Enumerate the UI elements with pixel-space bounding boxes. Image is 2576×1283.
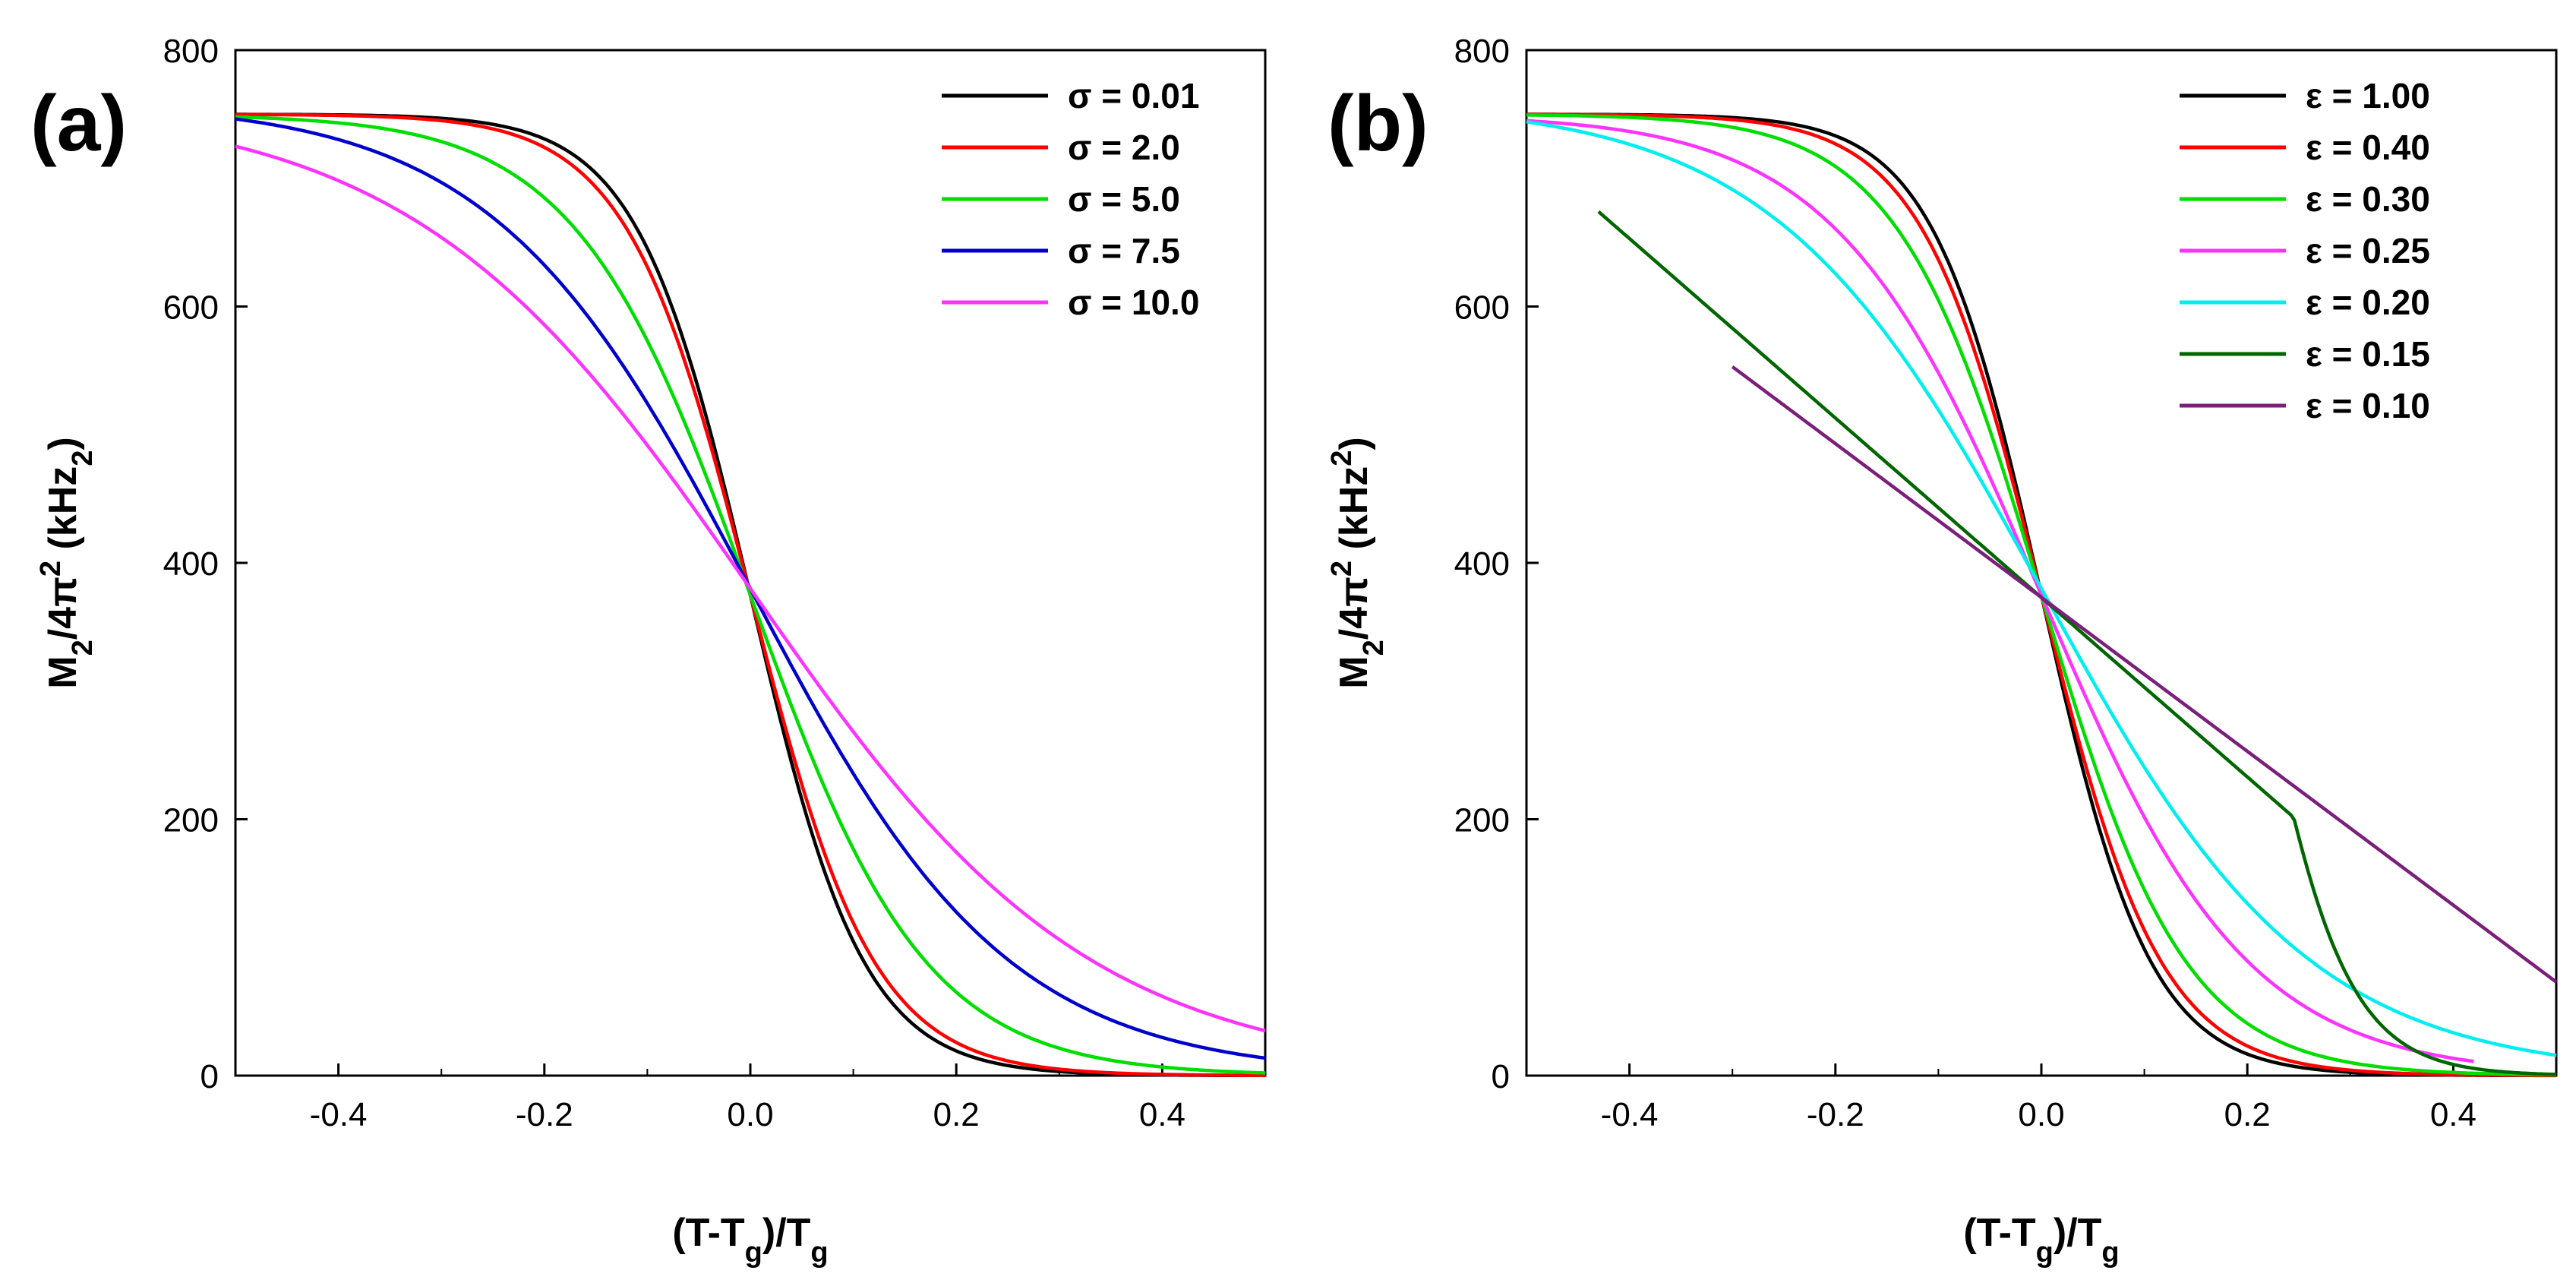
x-tick-label: -0.4	[1601, 1096, 1659, 1133]
y-axis-title-b: M2/4π2 (kHz2)	[1326, 437, 1390, 689]
x-tick-label: -0.2	[516, 1096, 573, 1133]
y-tick-label: 600	[163, 289, 219, 327]
legend-b: ε = 1.00 ε = 0.40 ε = 0.30 ε = 0.25 ε = 0.20…	[2180, 76, 2430, 425]
y-ticks-a: 0 200 400 600 800	[163, 33, 248, 1095]
x-tick-label: -0.4	[310, 1096, 368, 1133]
y-tick-label: 400	[163, 545, 219, 583]
panel-b: 0 200 400 600 800 -0.4 -0.2 0.0 0.2 0.4 ε = 1.00…	[1326, 33, 2558, 1269]
legend-label: σ = 2.0	[1068, 128, 1180, 167]
x-tick-label: 0.2	[2224, 1096, 2271, 1133]
x-tick-label: 0.2	[933, 1096, 980, 1133]
panel-label-a: (a)	[30, 80, 127, 168]
x-ticks-b: -0.4 -0.2 0.0 0.2 0.4	[1526, 1063, 2557, 1133]
x-tick-label: 0.4	[2430, 1096, 2477, 1133]
x-axis-title-b: (T-Tg)/Tg	[1963, 1211, 2119, 1269]
series-b	[1526, 112, 2558, 1078]
legend-label: ε = 0.15	[2306, 334, 2430, 374]
series-line-5	[1526, 120, 2557, 1057]
y-tick-label: 600	[1454, 289, 1510, 327]
legend-label: σ = 5.0	[1068, 179, 1180, 219]
legend-label: σ = 7.5	[1068, 231, 1180, 270]
series-line-6	[1597, 210, 2557, 1076]
series-line-5	[235, 144, 1266, 1033]
legend-label: ε = 0.40	[2306, 128, 2430, 167]
x-ticks-a: -0.4 -0.2 0.0 0.2 0.4	[235, 1063, 1266, 1133]
x-axis-title-a: (T-Tg)/Tg	[672, 1211, 828, 1269]
legend-label: ε = 0.20	[2306, 283, 2430, 322]
legend-label: ε = 0.25	[2306, 231, 2430, 270]
y-tick-label: 800	[163, 33, 219, 70]
legend-label: ε = 0.10	[2306, 386, 2430, 425]
series-a	[235, 112, 1266, 1078]
legend-label: σ = 0.01	[1068, 76, 1199, 115]
x-tick-label: 0.0	[727, 1096, 773, 1133]
y-tick-label: 200	[163, 802, 219, 839]
legend-label: ε = 0.30	[2306, 179, 2430, 219]
series-line-3	[235, 115, 1266, 1075]
x-tick-label: 0.0	[2018, 1096, 2064, 1133]
panel-a: 0 200 400 600 800 -0.4 -0.2 0.0 0.2 0.4 σ = 0.01…	[30, 33, 1267, 1269]
y-ticks-b: 0 200 400 600 800	[1454, 33, 1539, 1095]
y-tick-label: 800	[1454, 33, 1510, 70]
panel-label-b: (b)	[1327, 80, 1428, 168]
legend-label: σ = 10.0	[1068, 283, 1199, 322]
series-line-7	[1731, 365, 2558, 984]
x-tick-label: 0.4	[1139, 1096, 1185, 1133]
legend-a: σ = 0.01 σ = 2.0 σ = 5.0 σ = 7.5 σ = 10.0	[942, 76, 1199, 322]
y-tick-label: 0	[1492, 1058, 1510, 1095]
legend-label: ε = 1.00	[2306, 76, 2430, 115]
y-tick-label: 400	[1454, 545, 1510, 583]
y-tick-label: 0	[200, 1058, 219, 1095]
x-tick-label: -0.2	[1807, 1096, 1864, 1133]
series-line-4	[1526, 119, 2474, 1063]
y-tick-label: 200	[1454, 802, 1510, 839]
y-axis-title-a: M2/4π2 (kHz2)	[35, 437, 99, 689]
